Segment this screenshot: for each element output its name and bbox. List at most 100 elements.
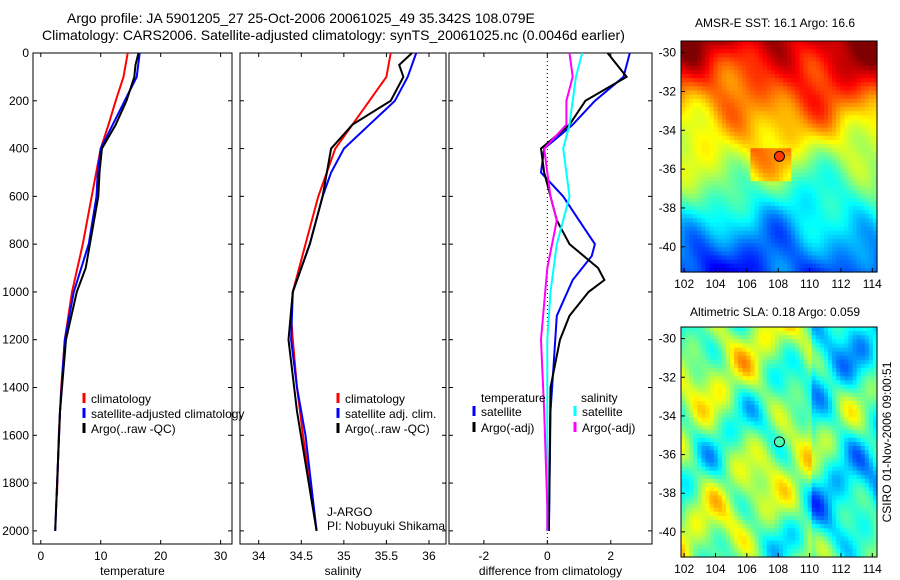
map-cell bbox=[823, 331, 829, 336]
map-cell bbox=[864, 144, 870, 149]
map-cell bbox=[762, 487, 768, 492]
map-cell bbox=[868, 446, 874, 451]
map-cell bbox=[730, 388, 735, 394]
map-cell bbox=[693, 230, 698, 236]
map-cell bbox=[770, 53, 776, 59]
map-cell bbox=[864, 69, 870, 75]
map-cell bbox=[713, 413, 719, 418]
map-cell bbox=[709, 86, 715, 92]
map-cell bbox=[725, 82, 731, 87]
map-cell bbox=[713, 499, 719, 505]
map-cell bbox=[693, 380, 698, 386]
map-cell bbox=[803, 255, 809, 261]
map-cell bbox=[807, 74, 813, 79]
map-cell bbox=[823, 425, 829, 431]
map-cell bbox=[836, 98, 841, 104]
map-cell bbox=[787, 409, 792, 414]
map-cell bbox=[709, 483, 715, 488]
map-cell bbox=[864, 255, 870, 261]
map-cell bbox=[758, 458, 764, 464]
map-cell bbox=[860, 483, 866, 488]
map-cell bbox=[860, 57, 866, 63]
map-cell bbox=[709, 90, 715, 96]
map-cell bbox=[770, 450, 776, 455]
map-cell bbox=[836, 144, 841, 149]
map-cell bbox=[815, 131, 821, 137]
map-cell bbox=[705, 135, 711, 141]
map-cell bbox=[746, 335, 752, 340]
map-cell bbox=[795, 230, 801, 236]
map-cell bbox=[717, 152, 723, 158]
map-cell bbox=[734, 450, 739, 455]
map-cell bbox=[823, 263, 829, 269]
map-cell bbox=[746, 119, 752, 125]
map-cell bbox=[770, 57, 776, 63]
map-cell bbox=[779, 388, 784, 394]
map-cell bbox=[856, 173, 862, 178]
map-cell bbox=[799, 152, 805, 158]
map-cell bbox=[770, 442, 776, 447]
map-cell bbox=[746, 115, 752, 120]
map-cell bbox=[705, 226, 711, 232]
map-cell bbox=[840, 417, 845, 423]
map-cell bbox=[697, 372, 703, 377]
map-y-tick-label: -30 bbox=[659, 46, 677, 60]
map-cell bbox=[746, 462, 752, 468]
map-cell bbox=[693, 478, 698, 484]
map-cell bbox=[730, 503, 735, 509]
map-cell bbox=[791, 470, 796, 476]
map-cell bbox=[709, 144, 715, 149]
map-cell bbox=[815, 339, 821, 345]
map-cell bbox=[836, 421, 841, 427]
map-cell bbox=[807, 61, 813, 67]
map-cell bbox=[697, 466, 703, 472]
map-cell bbox=[770, 376, 776, 381]
map-cell bbox=[685, 206, 690, 211]
map-cell bbox=[701, 230, 707, 236]
map-cell bbox=[852, 111, 858, 116]
map-cell bbox=[783, 222, 788, 228]
map-cell bbox=[750, 499, 756, 505]
map-cell bbox=[795, 331, 801, 336]
map-cell bbox=[860, 206, 866, 211]
map-cell bbox=[730, 189, 735, 195]
map-cell bbox=[717, 197, 723, 203]
map-cell bbox=[770, 189, 776, 195]
map-cell bbox=[701, 218, 707, 224]
map-cell bbox=[734, 442, 739, 447]
map-cell bbox=[705, 450, 711, 455]
map-cell bbox=[681, 74, 686, 79]
map-cell bbox=[832, 384, 837, 390]
map-cell bbox=[783, 327, 788, 332]
map-frame bbox=[680, 40, 878, 273]
map-cell bbox=[750, 327, 756, 332]
map-cell bbox=[787, 450, 792, 455]
map-cell bbox=[844, 160, 850, 166]
map-cell bbox=[840, 185, 845, 191]
map-cell bbox=[738, 429, 743, 435]
map-cell bbox=[791, 458, 796, 464]
map-cell bbox=[868, 111, 874, 116]
map-cell bbox=[852, 206, 858, 211]
map-cell bbox=[774, 69, 780, 75]
map-cell bbox=[681, 41, 686, 46]
map-cell bbox=[762, 193, 768, 199]
map-cell bbox=[832, 144, 837, 149]
map-cell bbox=[738, 363, 743, 369]
map-cell bbox=[738, 230, 743, 236]
map-cell bbox=[807, 210, 813, 215]
map-cell bbox=[734, 425, 739, 431]
map-cell bbox=[844, 388, 850, 394]
map-cell bbox=[758, 392, 764, 398]
map-cell bbox=[689, 437, 694, 443]
map-cell bbox=[848, 259, 854, 265]
map-cell bbox=[717, 111, 723, 116]
map-cell bbox=[734, 429, 739, 435]
map-cell bbox=[725, 437, 731, 443]
map-cell bbox=[758, 53, 764, 59]
map-cell bbox=[832, 160, 837, 166]
map-cell bbox=[840, 152, 845, 158]
map-cell bbox=[868, 409, 874, 414]
map-cell bbox=[815, 123, 821, 129]
map-cell bbox=[685, 388, 690, 394]
